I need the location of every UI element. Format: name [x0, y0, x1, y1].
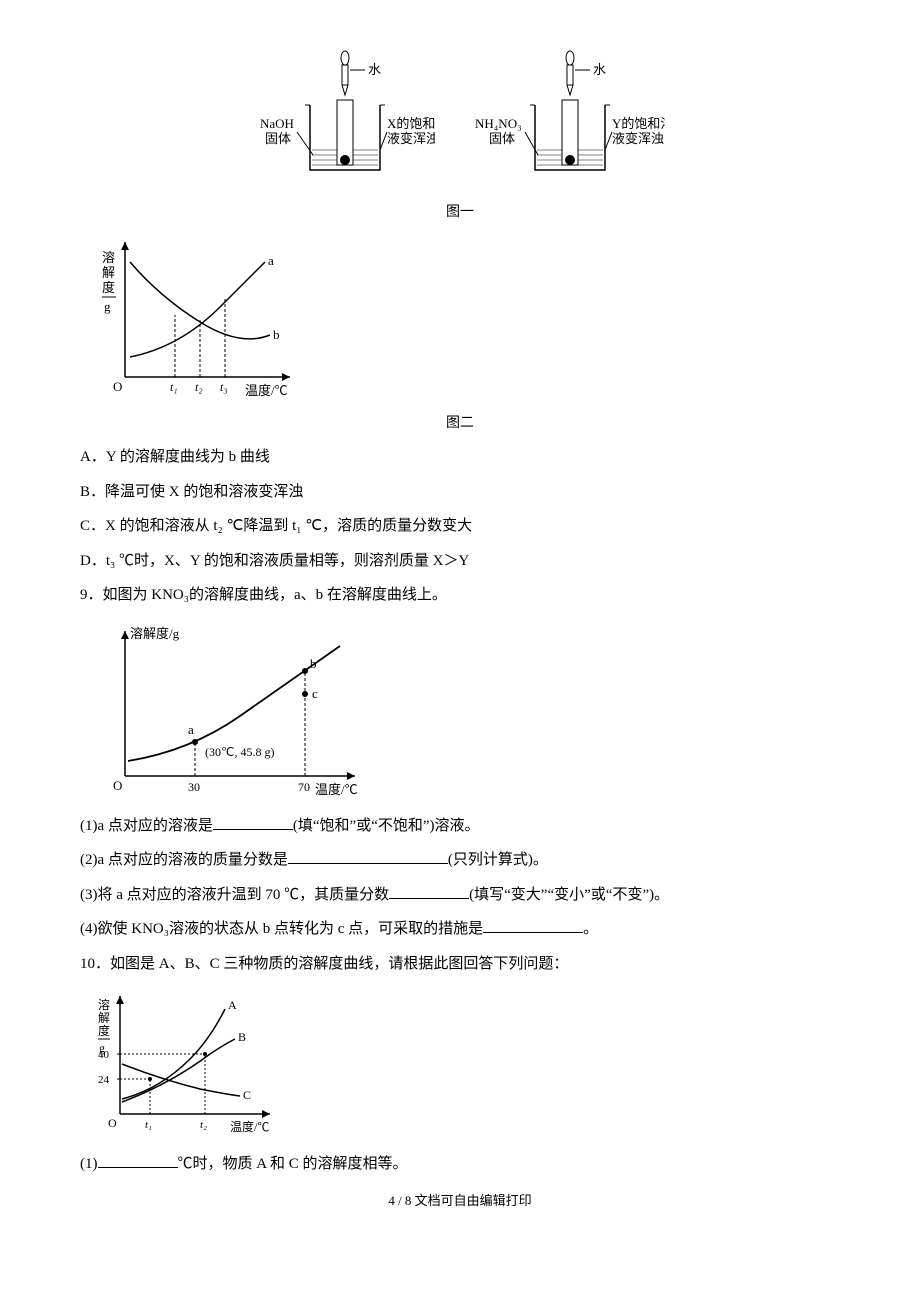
svg-text:温度/℃: 温度/℃	[245, 383, 288, 398]
svg-text:(30℃, 45.8 g): (30℃, 45.8 g)	[205, 745, 274, 759]
svg-text:O: O	[113, 778, 122, 793]
svg-text:度: 度	[102, 280, 115, 295]
svg-text:a: a	[268, 253, 274, 268]
solid-label-1: NaOH	[260, 116, 294, 131]
svg-text:温度/℃: 温度/℃	[230, 1119, 269, 1134]
dropper-label: 水	[368, 62, 381, 77]
svg-text:b: b	[310, 656, 317, 671]
svg-text:t₁: t₁	[170, 380, 178, 394]
dropper-label: 水	[593, 62, 606, 77]
svg-text:g: g	[104, 299, 111, 314]
svg-text:度: 度	[98, 1023, 110, 1038]
right-label-2: 液变浑浊	[612, 131, 664, 146]
svg-text:解: 解	[98, 1011, 110, 1025]
q10-sub1: (1)℃时，物质 A 和 C 的溶解度相等。	[80, 1150, 840, 1179]
beaker-right: 水 NH₄NO₃ 固体 Y的饱和溶 液变浑浊	[475, 50, 665, 190]
right-label-2: 液变浑浊	[387, 131, 435, 146]
q10-stem: 10．如图是 A、B、C 三种物质的溶解度曲线，请根据此图回答下列问题：	[80, 950, 840, 979]
svg-text:40: 40	[98, 1049, 110, 1061]
svg-text:t₃: t₃	[220, 380, 228, 394]
solid-label-2: 固体	[265, 131, 291, 146]
q9-stem: 9．如图为 KNO₃的溶解度曲线，a、b 在溶解度曲线上。	[80, 581, 840, 610]
blank[interactable]	[483, 917, 583, 933]
beaker-left: 水 NaOH 固体 X的饱和溶 液变浑浊	[255, 50, 435, 190]
svg-text:溶: 溶	[102, 250, 115, 265]
page-footer: 4 / 8 文档可自由编辑打印	[80, 1189, 840, 1214]
blank[interactable]	[98, 1152, 178, 1168]
svg-text:B: B	[238, 1030, 246, 1044]
svg-text:a: a	[188, 722, 194, 737]
option-d: D．t₃ ℃时，X、Y 的饱和溶液质量相等，则溶剂质量 X＞Y	[80, 547, 840, 576]
svg-text:24: 24	[98, 1074, 110, 1086]
svg-text:溶解度/g: 溶解度/g	[130, 626, 180, 641]
option-b: B．降温可使 X 的饱和溶液变浑浊	[80, 478, 840, 507]
svg-text:b: b	[273, 327, 280, 342]
blank[interactable]	[288, 848, 448, 864]
q9-sub2: (2)a 点对应的溶液的质量分数是(只列计算式)。	[80, 846, 840, 875]
svg-text:C: C	[243, 1088, 251, 1102]
solid-label-2: 固体	[489, 131, 515, 146]
svg-text:70: 70	[298, 780, 310, 794]
q9-sub3: (3)将 a 点对应的溶液升温到 70 ℃，其质量分数(填写“变大”“变小”或“…	[80, 881, 840, 910]
q10-chart: 溶 解 度 g 温度/℃ O 24 40 A B C t₁ t₂	[80, 984, 840, 1144]
option-a: A．Y 的溶解度曲线为 b 曲线	[80, 443, 840, 472]
right-label-1: X的饱和溶	[387, 116, 435, 131]
solid-label-1: NH₄NO₃	[475, 116, 522, 131]
svg-text:溶: 溶	[98, 997, 110, 1012]
fig2-caption: 图二	[80, 411, 840, 438]
svg-text:O: O	[108, 1116, 117, 1130]
svg-text:c: c	[312, 686, 318, 701]
fig1-caption: 图一	[80, 200, 840, 227]
svg-text:30: 30	[188, 780, 200, 794]
figure-two: 溶 解 度 g 温度/℃ O a b t₁ t₂ t₃ 图二	[80, 227, 840, 438]
svg-text:A: A	[228, 998, 237, 1012]
svg-text:O: O	[113, 379, 122, 394]
blank[interactable]	[389, 883, 469, 899]
svg-text:t₁: t₁	[145, 1119, 152, 1131]
option-c: C．X 的饱和溶液从 t₂ ℃降温到 t₁ ℃，溶质的质量分数变大	[80, 512, 840, 541]
figure-one: 水 NaOH 固体 X的饱和溶 液变浑浊	[80, 50, 840, 227]
svg-text:t₂: t₂	[200, 1119, 207, 1131]
q9-sub1: (1)a 点对应的溶液是(填“饱和”或“不饱和”)溶液。	[80, 812, 840, 841]
svg-text:温度/℃: 温度/℃	[315, 782, 358, 797]
svg-text:解: 解	[102, 265, 115, 280]
blank[interactable]	[213, 814, 293, 830]
right-label-1: Y的饱和溶	[612, 116, 665, 131]
q9-chart: 溶解度/g 温度/℃ O a 30 (30℃, 45.8 g) b c 70	[80, 616, 840, 806]
svg-text:t₂: t₂	[195, 380, 203, 394]
q9-sub4: (4)欲使 KNO₃溶液的状态从 b 点转化为 c 点，可采取的措施是。	[80, 915, 840, 944]
